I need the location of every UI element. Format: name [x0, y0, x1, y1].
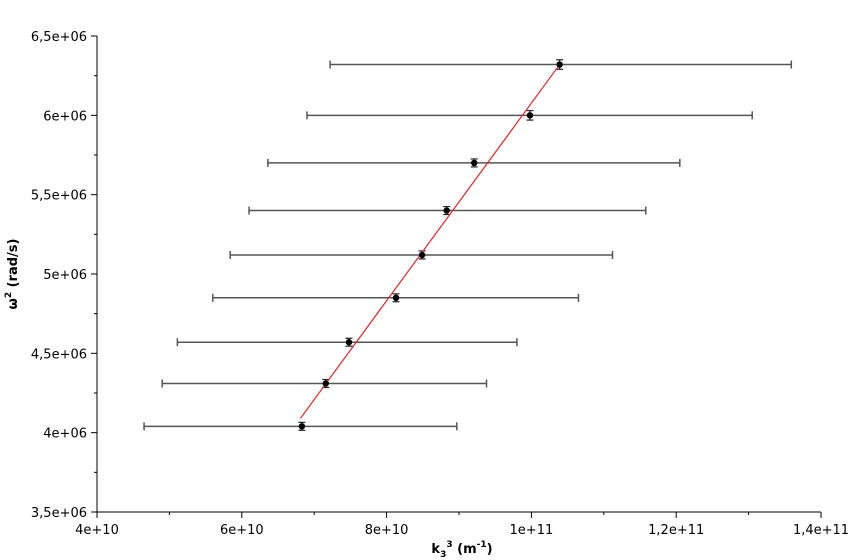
- x-tick-label: 4e+10: [75, 523, 119, 538]
- data-point: [526, 112, 534, 119]
- x-axis-title: k33 (m-1): [431, 540, 492, 560]
- y-tick-label: 6e+06: [43, 109, 87, 124]
- x-axis-title-sub: 3: [440, 550, 446, 560]
- y-tick-label: 6,5e+06: [31, 30, 87, 45]
- x-tick-label: 1,4e+11: [793, 523, 849, 538]
- data-point: [322, 380, 329, 387]
- data-point: [556, 61, 563, 68]
- y-tick-label: 4e+06: [43, 427, 87, 442]
- axes: [96, 36, 821, 513]
- data-points: [298, 61, 563, 430]
- y-tick-label: 4,5e+06: [31, 347, 87, 362]
- x-tick-label: 8e+10: [365, 523, 409, 538]
- y-axis-title-rest: (rad/s): [6, 239, 21, 292]
- y-tick-label: 3,5e+06: [31, 506, 87, 521]
- fit-line-group: [299, 64, 561, 419]
- x-axis-title-sup: 3: [446, 540, 452, 550]
- x-axis-title-base: k: [431, 542, 440, 557]
- data-point: [392, 294, 400, 301]
- x-tick-label: 1,2e+11: [648, 523, 704, 538]
- data-point: [345, 339, 353, 346]
- data-point: [443, 207, 450, 214]
- x-axis-title-unit-close: ): [487, 542, 493, 557]
- data-point: [471, 159, 478, 167]
- y-axis-title-sup: 2: [4, 292, 14, 298]
- y-tick-label: 5e+06: [43, 268, 87, 283]
- data-point: [418, 251, 426, 259]
- x-axis-title-unit-sup: -1: [477, 540, 487, 550]
- y-ticks: 3,5e+06 4e+06 4,5e+06 5e+06 5,5e+06 6e+06 6,5e…: [31, 30, 97, 521]
- y-axis-title-base: ω: [6, 298, 21, 309]
- fit-line: [299, 64, 561, 419]
- x-ticks: 4e+10 6e+10 8e+10 1e+11 1,2e+11 1,4e+11: [75, 512, 849, 538]
- y-axis-title: ω2 (rad/s): [4, 239, 21, 310]
- y-tick-label: 5,5e+06: [31, 189, 87, 204]
- x-tick-label: 6e+10: [220, 523, 264, 538]
- data-point: [298, 423, 306, 430]
- x-tick-label: 1e+11: [510, 523, 554, 538]
- error-bars: [143, 59, 793, 431]
- x-axis-title-unit-open: (m: [453, 542, 477, 557]
